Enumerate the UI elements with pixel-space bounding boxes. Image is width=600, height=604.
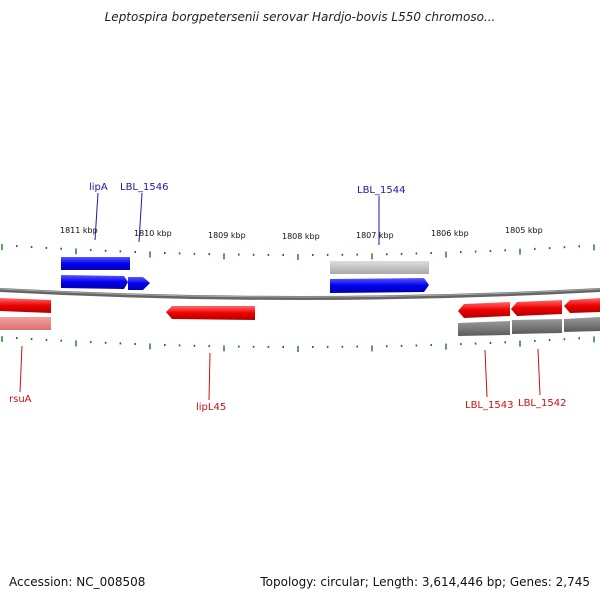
gene-feature-rsuA[interactable]	[0, 298, 51, 313]
accession-text: Accession: NC_008508	[9, 575, 146, 589]
gene-label-lipA[interactable]: lipA	[89, 182, 108, 193]
gene-feature-LBL_1544[interactable]	[330, 278, 429, 293]
gene-feature-LBL_1546[interactable]	[61, 275, 128, 289]
gene-feature-lipL45[interactable]	[166, 306, 255, 320]
genome-backbone	[0, 288, 600, 300]
genome-summary-text: Topology: circular; Length: 3,614,446 bp…	[260, 575, 590, 589]
kbp-label: 1809 kbp	[208, 231, 246, 240]
gene-label-LBL_1542[interactable]: LBL_1542	[518, 398, 566, 409]
gene-feature-LBL_1542-gray[interactable]	[512, 319, 562, 334]
gene-feature-LBL_1542[interactable]	[511, 300, 562, 316]
genome-title: Leptospira borgpetersenii serovar Hardjo…	[104, 10, 496, 24]
kbp-label: 1811 kbp	[60, 226, 98, 235]
kbp-label: 1805 kbp	[505, 226, 543, 235]
gene-label-LBL_1544[interactable]: LBL_1544	[357, 185, 405, 196]
label-leader-line	[94, 192, 99, 241]
gene-feature-LBL_1544-gray[interactable]	[330, 261, 429, 274]
gene-feature-lipA[interactable]	[61, 257, 130, 270]
gene-label-LBL_1543[interactable]: LBL_1543	[465, 400, 513, 411]
label-leader-line	[484, 349, 488, 398]
gene-label-lipL45[interactable]: lipL45	[196, 402, 226, 413]
kbp-label: 1807 kbp	[356, 231, 394, 240]
gene-feature-LBL_1543[interactable]	[458, 302, 510, 318]
outer-tick-ring	[1, 244, 595, 260]
gene-feature-right-gray[interactable]	[564, 317, 600, 332]
gene-label-LBL_1546[interactable]: LBL_1546	[120, 182, 168, 193]
label-leader-line	[138, 192, 143, 243]
label-leader-line	[208, 352, 211, 401]
gene-label-rsuA[interactable]: rsuA	[9, 394, 32, 405]
gene-feature-LBL_1543-gray[interactable]	[458, 321, 510, 336]
gene-feature-small[interactable]	[128, 277, 150, 290]
label-leader-line	[19, 345, 23, 393]
label-leader-line	[537, 348, 541, 396]
gene-feature-right-edge[interactable]	[564, 298, 600, 313]
kbp-label: 1808 kbp	[282, 232, 320, 241]
kbp-label: 1806 kbp	[431, 229, 469, 238]
kbp-label: 1810 kbp	[134, 229, 172, 238]
inner-tick-ring	[1, 336, 595, 352]
gene-feature-rsuA-pink[interactable]	[0, 317, 51, 330]
genome-backbone-highlight	[0, 288, 600, 298]
